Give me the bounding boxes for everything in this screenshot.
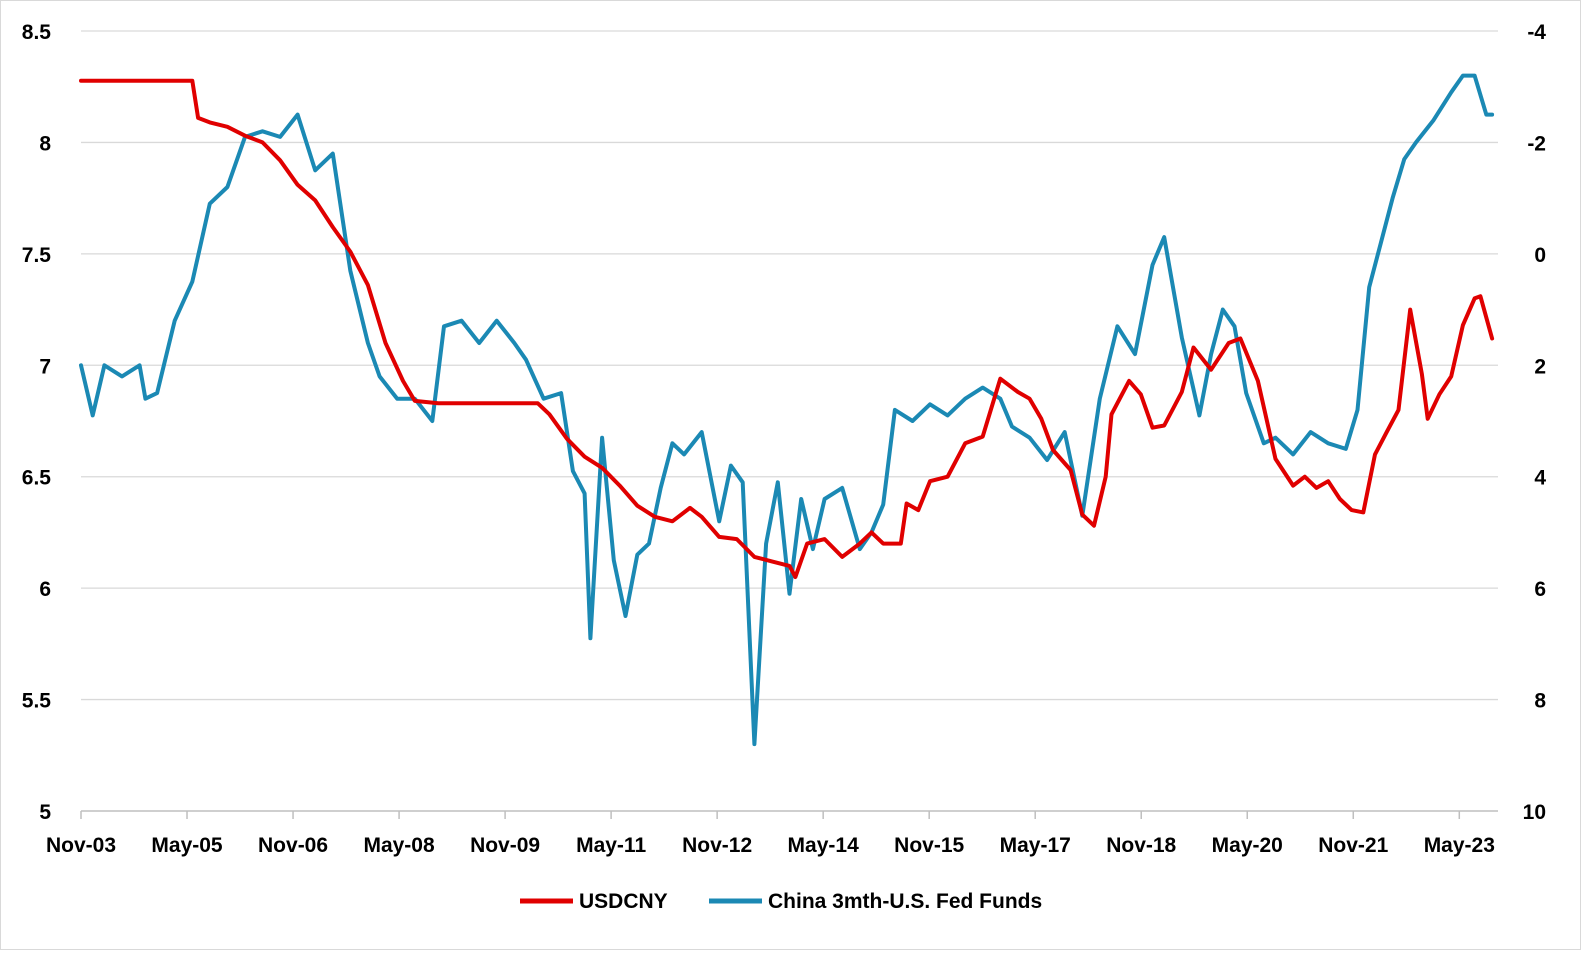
left-tick-label: 7.5 xyxy=(22,244,52,267)
x-tick-label: Nov-12 xyxy=(682,834,752,857)
x-tick-label: May-14 xyxy=(788,834,860,857)
x-tick-label: Nov-21 xyxy=(1318,834,1388,857)
x-axis-ticks: Nov-03 May-05 Nov-06 May-08 Nov-09 May-11 Nov-… xyxy=(46,811,1495,857)
legend: USDCNY China 3mth-U.S. Fed Funds xyxy=(520,890,1042,913)
x-tick-label: Nov-06 xyxy=(258,834,328,857)
x-tick-label: May-23 xyxy=(1424,834,1495,857)
right-tick-label: -4 xyxy=(1527,21,1546,44)
series-line-usdcny xyxy=(79,78,1495,579)
left-tick-label: 7 xyxy=(39,355,51,378)
right-tick-label: 10 xyxy=(1523,801,1546,824)
left-tick-label: 8.5 xyxy=(22,21,52,44)
x-tick-label: May-20 xyxy=(1212,834,1283,857)
x-tick-label: Nov-03 xyxy=(46,834,116,857)
left-tick-label: 8 xyxy=(39,132,51,155)
right-tick-label: 4 xyxy=(1534,467,1546,490)
right-tick-label: 6 xyxy=(1534,578,1546,601)
x-tick-label: Nov-15 xyxy=(894,834,964,857)
series-line-china-fed xyxy=(79,73,1495,747)
x-tick-label: Nov-09 xyxy=(470,834,540,857)
legend-label-usdcny: USDCNY xyxy=(579,890,668,913)
x-tick-label: May-08 xyxy=(363,834,435,857)
left-tick-label: 6 xyxy=(39,578,51,601)
right-y-axis: -4 -2 0 2 4 6 8 10 xyxy=(1523,21,1547,824)
left-tick-label: 5 xyxy=(39,801,51,824)
left-y-axis: 8.5 8 7.5 7 6.5 6 5.5 5 xyxy=(22,21,52,824)
right-tick-label: 2 xyxy=(1534,355,1546,378)
right-tick-label: 8 xyxy=(1534,690,1546,713)
right-tick-label: -2 xyxy=(1527,132,1546,155)
x-tick-label: May-05 xyxy=(151,834,223,857)
left-tick-label: 6.5 xyxy=(22,467,52,490)
right-tick-label: 0 xyxy=(1534,244,1546,267)
x-tick-label: Nov-18 xyxy=(1106,834,1176,857)
left-tick-label: 5.5 xyxy=(22,690,52,713)
legend-label-china-fed: China 3mth-U.S. Fed Funds xyxy=(768,890,1042,913)
x-tick-label: May-11 xyxy=(576,834,646,857)
gridlines xyxy=(81,30,1498,701)
series-lines xyxy=(79,73,1495,747)
x-tick-label: May-17 xyxy=(1000,834,1071,857)
